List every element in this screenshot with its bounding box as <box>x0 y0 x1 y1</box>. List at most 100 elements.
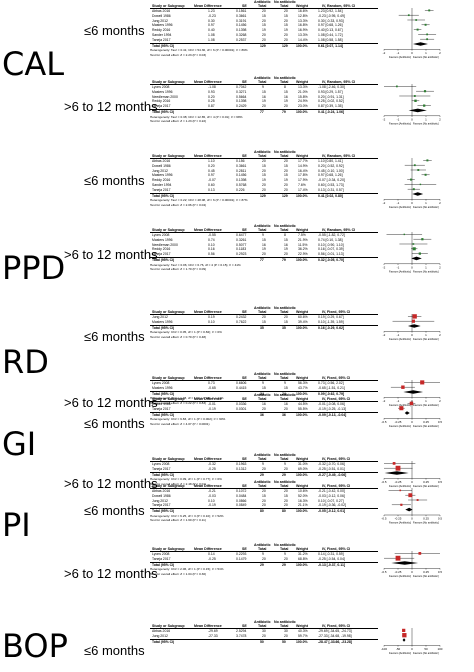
forest-svg: -0.5 -0.25 0 0.25 0.5 Favours [Antibiotic] Fav… <box>381 460 442 488</box>
header-study: Study or Subgroup <box>152 310 185 314</box>
header-study: Study or Subgroup <box>152 80 185 84</box>
header-no-antibiotic: No antibiotic <box>274 453 296 457</box>
x-tick-label: 2 <box>439 51 441 55</box>
header-study: Study or Subgroup <box>152 376 185 380</box>
favours-antibiotic-label: Favours [Antibiotic] <box>389 521 411 525</box>
x-tick-label: -2 <box>383 51 386 55</box>
header-total: Total <box>280 484 289 488</box>
favours-antibiotic-label: Favours [Antibiotic] <box>389 205 411 209</box>
x-tick-label: 0.25 <box>423 480 429 484</box>
forest-area: -2 -1 0 1 2 Favours [Antibiotic] Favours [No a… <box>378 306 446 350</box>
study-row: Abbas 2016 1.10 0.156 20 20 17.7% 1.10 [0.80, … <box>150 159 378 164</box>
favours-antibiotic-label: Favours [Antibiotic] <box>389 337 411 341</box>
header-weight: Weight <box>296 484 308 488</box>
study-se: 0.5664 <box>236 94 247 99</box>
x-tick-label: -2 <box>383 333 386 337</box>
table-header: Study or Subgroup Mean Difference SE Antibi… <box>150 543 378 552</box>
header-weight: Weight <box>296 376 308 380</box>
x-tick-label: 0 <box>411 51 413 55</box>
study-weight: 59.7% <box>298 633 308 638</box>
study-md: -0.25 <box>208 466 216 471</box>
study-md: 1.08 <box>208 32 215 37</box>
x-tick-label: 0.5 <box>438 480 442 484</box>
total-row: Total (95% CI) 50 50 100.0% -28.47 [-33.66, … <box>150 638 378 645</box>
study-n-antibiotic: 20 <box>262 37 266 42</box>
x-tick-label: 0 <box>411 201 413 205</box>
x-tick-label: -2 <box>383 399 386 403</box>
study-se: 0.1398 <box>236 178 247 183</box>
total-weight: 100.0% <box>296 391 308 396</box>
study-se: 0.1072 <box>236 489 247 493</box>
total-n-control: 80 <box>282 509 286 514</box>
summary-diamond <box>391 561 419 565</box>
forest-area: -0.5 -0.25 0 0.25 0.5 Favours [Antibiotic] Fav… <box>378 543 446 587</box>
study-n-control: 15 <box>284 493 288 498</box>
study-se: 0.1398 <box>236 99 247 104</box>
header-se: SE <box>242 484 247 488</box>
study-square <box>414 99 417 102</box>
total-weight: 100.0% <box>296 412 308 417</box>
summary-diamond <box>412 192 424 196</box>
study-square <box>396 85 398 88</box>
favours-control-label: Favours [No antibiotic] <box>413 403 439 407</box>
study-table: Study or Subgroup Mean Difference SE Antibi… <box>150 150 378 207</box>
study-weight: 22.9% <box>298 252 308 257</box>
study-square <box>421 238 424 241</box>
study-row: Dowell 1986 -0.03 0.0484 15 15 52.0% -0.03 [-0… <box>150 494 378 499</box>
study-n-control: 9 <box>284 381 286 385</box>
study-square <box>392 462 396 465</box>
study-row: Jung 2012 0.19 0.2432 20 20 60.6% 0.19 [-0.29,… <box>150 315 378 320</box>
forest-panel: Study or Subgroup Mean Difference SE Antibi… <box>150 0 446 68</box>
study-md: 0.25 <box>208 99 215 104</box>
study-name: Masters 1996 <box>152 89 173 94</box>
study-weight: 24.9% <box>298 99 308 104</box>
table-header: Study or Subgroup Mean Difference SE Antibi… <box>150 306 378 315</box>
study-n-control: 20 <box>284 187 288 192</box>
x-tick-label: -2 <box>383 117 386 121</box>
study-se: 0.1456 <box>236 23 247 28</box>
x-tick-label: -0.25 <box>395 517 402 521</box>
header-total: Total <box>258 4 267 8</box>
x-tick-label: -2 <box>383 265 386 269</box>
study-n-control: 20 <box>284 556 288 561</box>
study-se: 0.6606 <box>236 381 247 385</box>
study-md: -0.07 <box>208 178 216 183</box>
header-study: Study or Subgroup <box>152 4 185 8</box>
header-study: Study or Subgroup <box>152 228 185 232</box>
study-n-control: 15 <box>284 163 288 168</box>
study-square <box>409 401 414 406</box>
study-se: 0.1963 <box>236 462 247 466</box>
study-n-control: 15 <box>284 237 288 242</box>
header-weight: Weight <box>296 4 308 8</box>
header-no-antibiotic: No antibiotic <box>274 76 296 80</box>
study-se: 0.7622 <box>236 319 247 324</box>
header-antibiotic: Antibiotic <box>254 372 271 376</box>
total-n-antibiotic: 29 <box>260 562 264 567</box>
study-name: Sander 1994 <box>152 182 172 187</box>
study-square <box>418 252 421 255</box>
study-name: Lyons 2008 <box>152 233 170 237</box>
study-row: Jung 2012 0.30 0.3191 20 20 13.3% 0.30 [-0.33,… <box>150 19 378 24</box>
header-weight: Weight <box>296 80 308 84</box>
forest-panel: Study or Subgroup Mean Difference SE Antibi… <box>150 76 446 135</box>
study-ci: 0.16 [-0.07, 0.39] <box>318 247 344 252</box>
x-tick-label: 0 <box>411 570 413 574</box>
study-n-antibiotic: 15 <box>262 237 266 242</box>
total-label: Total (95% CI) <box>152 325 175 330</box>
period-label: >6 to 12 months <box>64 99 158 114</box>
forest-panel: Study or Subgroup Mean Difference SE Antibi… <box>150 480 446 534</box>
total-label: Total (95% CI) <box>152 639 175 644</box>
total-label: Total (95% CI) <box>152 391 175 396</box>
study-row: Reddy 2016 -0.07 0.1398 19 19 17.9% -0.07 [-0.… <box>150 178 378 183</box>
study-ci: -0.19 [-0.25, -0.13] <box>318 406 346 411</box>
header-no-antibiotic: No antibiotic <box>274 480 296 484</box>
study-row: Reddy 2016 0.40 0.1398 19 19 16.9% 0.40 [0.13,… <box>150 28 378 33</box>
study-n-control: 15 <box>284 89 288 94</box>
study-n-control: 20 <box>284 104 288 109</box>
forest-svg: -2 -1 0 1 2 Favours [Antibiotic] Favours [No a… <box>383 379 441 407</box>
study-n-control: 20 <box>284 503 288 508</box>
study-row: Masters 1996 0.93 0.3271 15 15 21.0% 0.93 [0.2… <box>150 90 378 95</box>
study-ci: -0.23 [-0.95, 0.49] <box>318 13 345 18</box>
study-square <box>426 33 428 36</box>
forest-area: -2 -1 0 1 2 Favours [Antibiotic] Favours [No a… <box>378 76 446 135</box>
